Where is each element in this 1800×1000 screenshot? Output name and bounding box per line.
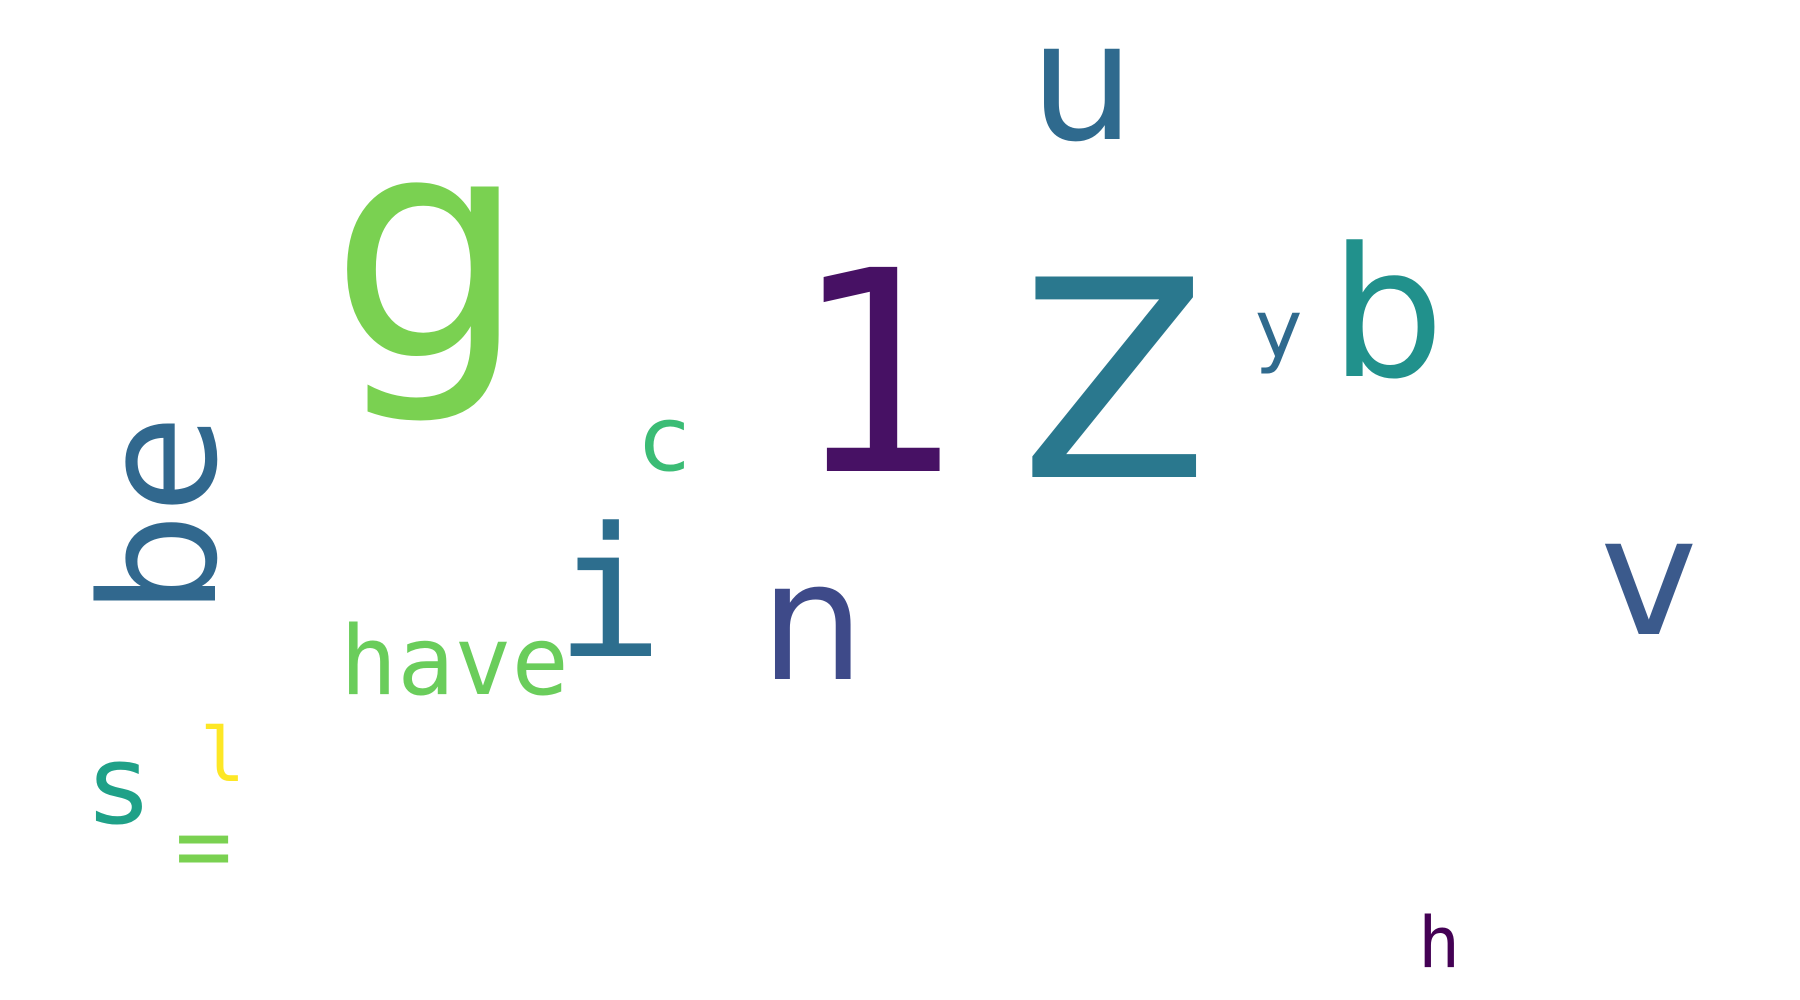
word-l: l [200, 711, 246, 799]
word-have: have [340, 607, 569, 717]
word-g: g [330, 69, 527, 430]
word-v: v [1600, 481, 1698, 673]
word-y: y [1255, 283, 1303, 376]
word-c: c [640, 387, 690, 492]
word-z: Z [1020, 222, 1209, 542]
word-1: 1 [790, 212, 959, 538]
word-n: n [760, 526, 865, 718]
word-be: be [66, 415, 253, 615]
word-equals: = [175, 792, 233, 902]
word-u: u [1030, 0, 1135, 178]
word-h: h [1418, 902, 1461, 984]
word-i: i [555, 490, 664, 699]
word-b: b [1330, 210, 1445, 419]
word-s: s [90, 721, 148, 849]
